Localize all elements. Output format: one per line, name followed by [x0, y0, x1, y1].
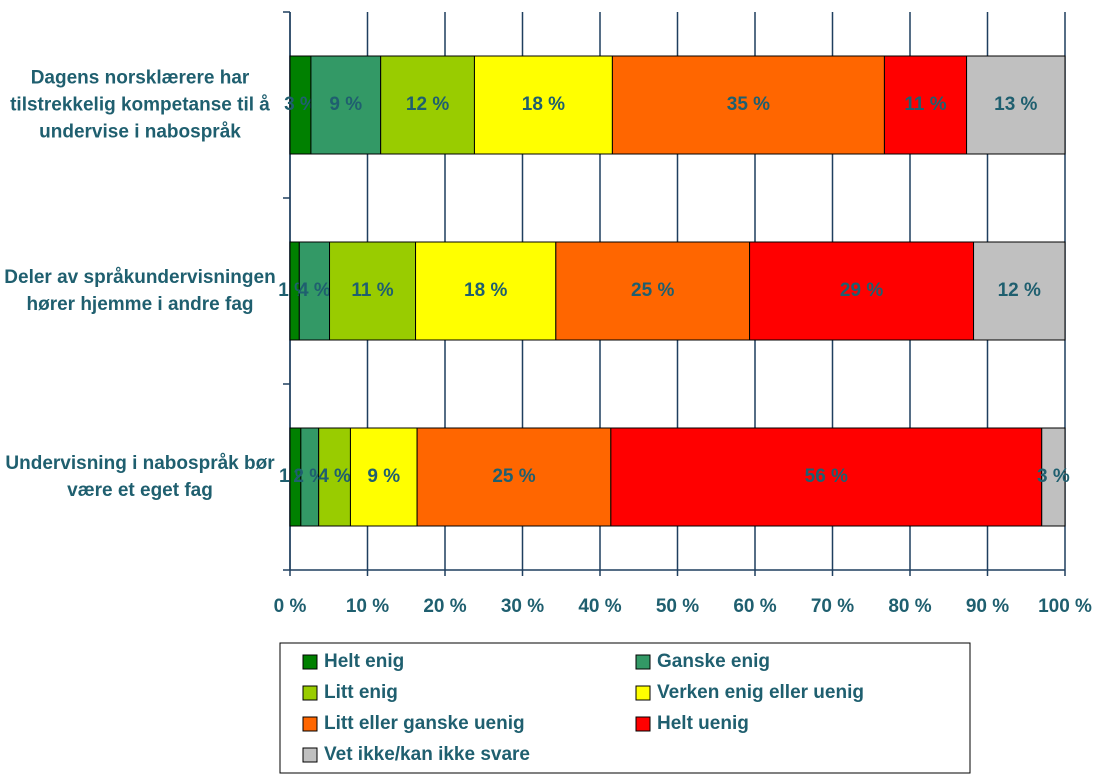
value-label: 2 %	[293, 466, 326, 487]
x-tick-label: 10 %	[346, 596, 389, 617]
legend-box	[279, 642, 971, 774]
x-tick-label: 100 %	[1038, 596, 1092, 617]
bar-segment	[310, 55, 382, 155]
x-tick-label: 40 %	[578, 596, 621, 617]
value-label: 3 %	[284, 94, 317, 115]
legend-label: Litt enig	[324, 682, 398, 703]
legend-label: Vet ikke/kan ikke svare	[324, 744, 530, 765]
x-tick-label: 30 %	[501, 596, 544, 617]
legend-marker	[635, 685, 651, 701]
value-label: 18 %	[464, 280, 507, 301]
bar-segment	[298, 241, 331, 341]
legend-label: Helt enig	[324, 651, 404, 672]
x-tick-label: 70 %	[811, 596, 854, 617]
bar-segment	[1041, 427, 1066, 527]
bar-segment	[610, 427, 1043, 527]
value-label: 11 %	[904, 94, 946, 115]
value-label: 3 %	[1037, 466, 1070, 487]
x-tick-label: 20 %	[423, 596, 466, 617]
legend-label: Helt uenig	[657, 713, 749, 734]
value-label: 18 %	[522, 94, 565, 115]
category-label: Dagens norsklærere har tilstrekkelig kom…	[10, 67, 270, 143]
bar-segment	[349, 427, 418, 527]
x-tick-label: 0 %	[274, 596, 307, 617]
bar-segment	[380, 55, 475, 155]
bar-segment	[555, 241, 751, 341]
bar-segment	[883, 55, 968, 155]
category-label: Deler av språkundervisningen hører hjemm…	[4, 267, 276, 315]
value-label: 12 %	[998, 280, 1041, 301]
bar-segment	[749, 241, 975, 341]
value-label: 29 %	[840, 280, 883, 301]
x-tick-label: 50 %	[656, 596, 699, 617]
legend-marker	[635, 654, 651, 670]
value-label: 4 %	[298, 280, 331, 301]
x-tick-label: 90 %	[966, 596, 1009, 617]
bar-segment	[973, 241, 1066, 341]
bar-segment	[329, 241, 417, 341]
value-label: 13 %	[994, 94, 1037, 115]
value-label: 25 %	[492, 466, 535, 487]
value-label: 35 %	[727, 94, 770, 115]
value-label: 9 %	[367, 466, 400, 487]
x-tick-label: 60 %	[733, 596, 776, 617]
bar-segment	[473, 55, 613, 155]
category-label: Undervisning i nabospråk bør være et ege…	[5, 453, 275, 501]
value-label: 9 %	[329, 94, 362, 115]
x-tick-label: 80 %	[888, 596, 931, 617]
legend-label: Verken enig eller uenig	[657, 682, 864, 703]
legend-marker	[302, 685, 318, 701]
value-label: 56 %	[805, 466, 848, 487]
bar-segment	[611, 55, 885, 155]
legend-label: Litt eller ganske uenig	[324, 713, 525, 734]
bar-segment	[416, 427, 612, 527]
value-label: 25 %	[631, 280, 674, 301]
value-label: 4 %	[318, 466, 351, 487]
legend-marker	[302, 747, 318, 763]
legend-marker	[302, 654, 318, 670]
legend-marker	[302, 716, 318, 732]
bar-segment	[966, 55, 1066, 155]
value-label: 12 %	[406, 94, 449, 115]
legend-marker	[635, 716, 651, 732]
value-label: 11 %	[351, 280, 393, 301]
legend-label: Ganske enig	[657, 651, 770, 672]
